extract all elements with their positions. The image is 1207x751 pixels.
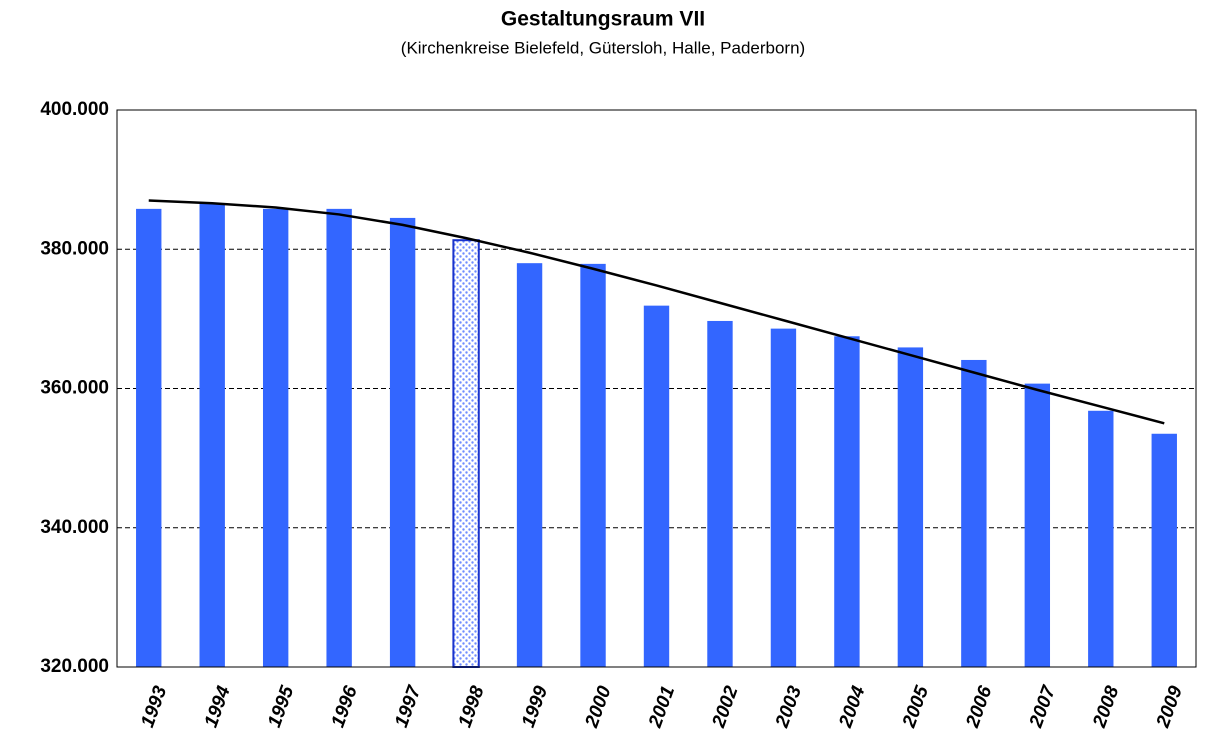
x-tick-label: 2009 <box>1152 683 1187 731</box>
y-tick-label: 340.000 <box>40 517 109 538</box>
bar <box>1024 383 1051 667</box>
bar <box>580 263 606 667</box>
bar <box>136 208 162 667</box>
bar <box>516 263 543 667</box>
bar <box>770 328 797 667</box>
y-tick-label: 320.000 <box>40 656 109 677</box>
y-tick-label: 400.000 <box>40 99 109 120</box>
bar <box>897 347 924 667</box>
x-tick-label: 2002 <box>708 683 743 731</box>
x-tick-label: 1998 <box>455 683 489 730</box>
bar <box>707 320 733 667</box>
bar <box>199 203 225 667</box>
bar <box>834 336 860 667</box>
x-tick-label: 2000 <box>581 683 616 731</box>
x-tick-label: 1997 <box>391 682 426 730</box>
y-tick-label: 360.000 <box>40 378 109 399</box>
trend-line <box>148 199 1165 425</box>
bar <box>262 208 289 667</box>
plot-frame <box>116 109 1197 668</box>
x-tick-label: 1996 <box>328 683 362 730</box>
y-tick-label: 380.000 <box>40 238 109 259</box>
bar <box>1151 433 1177 667</box>
bar <box>1088 410 1114 667</box>
bar <box>643 305 670 667</box>
x-tick-label: 2001 <box>645 683 680 731</box>
bar <box>961 359 987 667</box>
x-tick-label: 2004 <box>835 683 870 731</box>
bar <box>389 217 416 667</box>
x-tick-label: 1993 <box>137 683 171 730</box>
x-tick-label: 1995 <box>264 683 298 730</box>
x-tick-label: 1994 <box>201 683 235 730</box>
x-tick-label: 1999 <box>518 683 552 730</box>
bar <box>326 208 352 667</box>
x-tick-label: 2006 <box>962 683 997 731</box>
x-tick-label: 2003 <box>772 683 807 731</box>
chart-title: Gestaltungsraum VII <box>501 8 705 31</box>
chart-subtitle: (Kirchenkreise Bielefeld, Gütersloh, Hal… <box>401 38 805 57</box>
x-tick-label: 2008 <box>1089 683 1124 731</box>
x-tick-label: 2005 <box>898 683 933 731</box>
bar <box>452 239 480 668</box>
x-tick-label: 2007 <box>1025 682 1060 731</box>
